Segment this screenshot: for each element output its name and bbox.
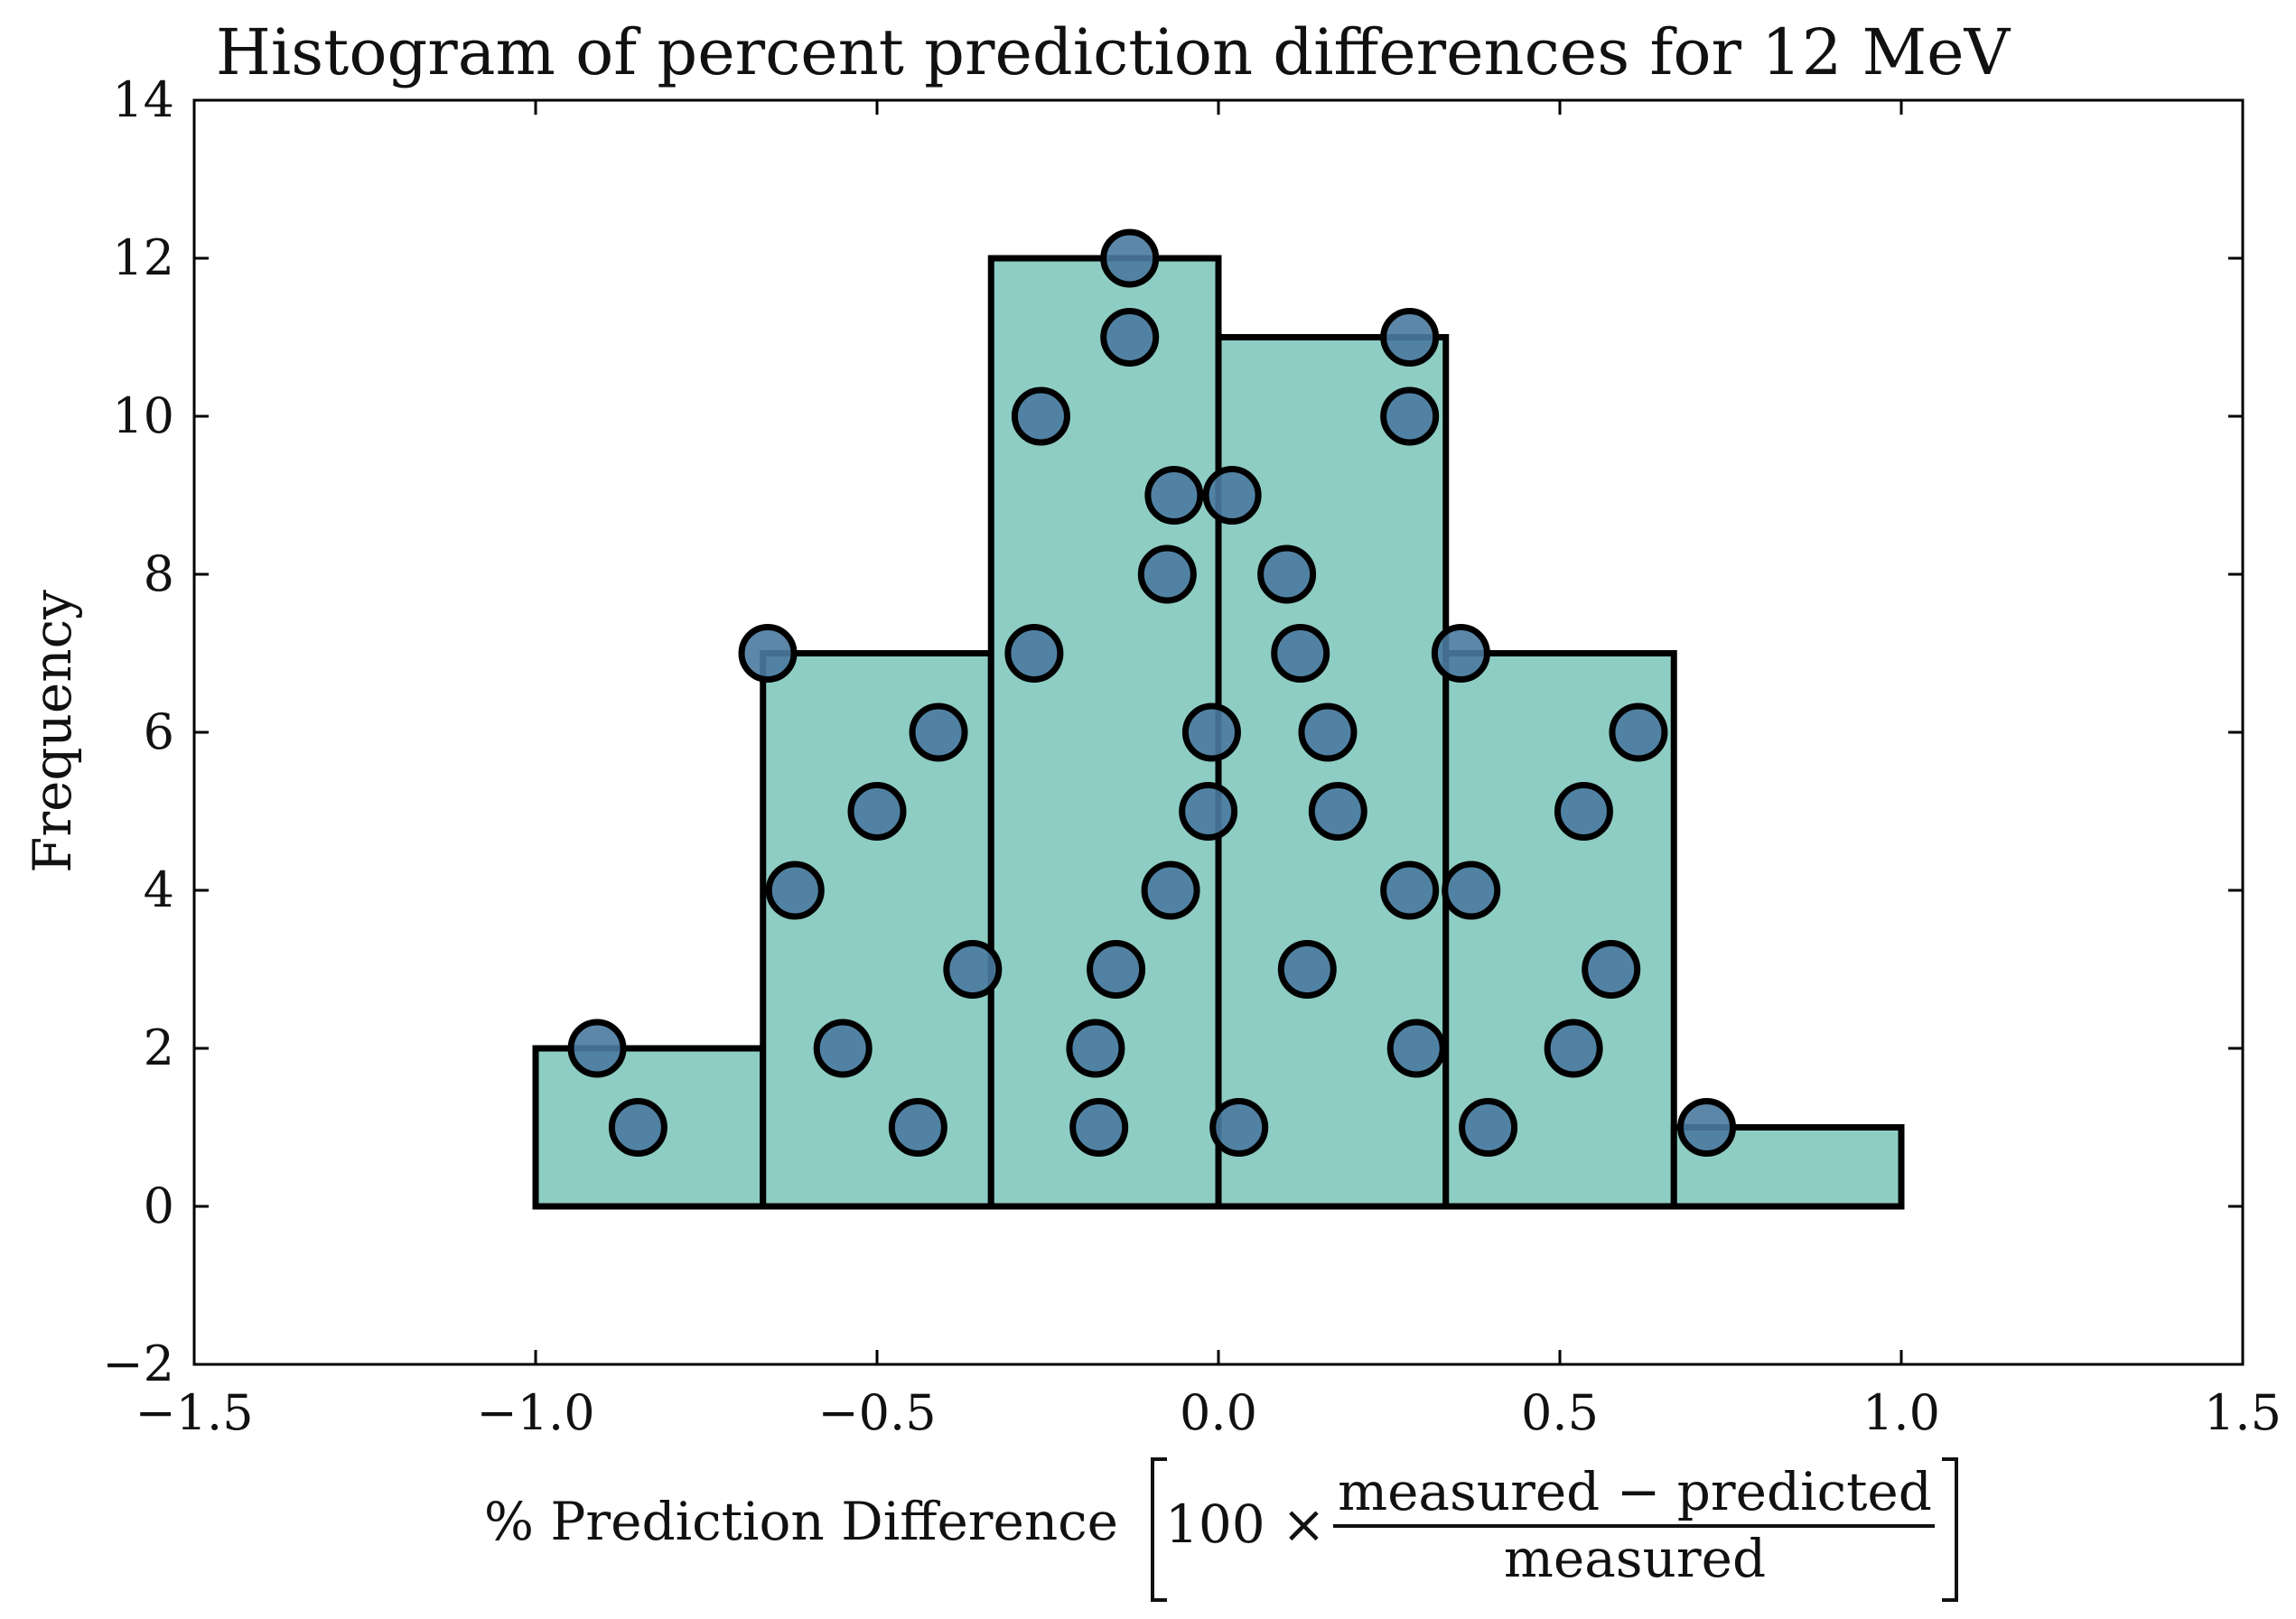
x-tick-label: 1.5: [2204, 1384, 2282, 1441]
y-tick-label: 8: [144, 545, 174, 602]
data-point: [1087, 940, 1146, 999]
y-tick-label: −2: [102, 1335, 174, 1392]
data-point: [1100, 228, 1160, 288]
x-axis-label-multiplier: 100 ×: [1165, 1493, 1326, 1555]
data-point: [1066, 1019, 1125, 1078]
data-point: [1298, 702, 1358, 762]
data-point: [909, 702, 968, 762]
x-tick-label: 0.5: [1521, 1384, 1599, 1441]
data-point: [608, 1098, 667, 1157]
data-point: [1609, 702, 1668, 762]
data-point: [1380, 308, 1440, 367]
y-axis-label: Frequency: [22, 590, 83, 873]
x-axis-label-prefix: % Prediction Difference: [484, 1491, 1118, 1552]
y-ticks: −2 0 2 4 6 8 10 12 14: [102, 71, 2243, 1392]
data-point: [1442, 861, 1501, 920]
data-point: [1380, 386, 1440, 446]
data-point: [1380, 861, 1440, 920]
data-point: [1100, 308, 1160, 367]
data-point: [1544, 1019, 1603, 1078]
data-point: [1271, 624, 1330, 683]
y-tick-label: 6: [144, 703, 174, 760]
left-bracket: [1151, 1457, 1167, 1602]
y-tick-label: 4: [144, 861, 174, 918]
x-tick-label: −0.5: [817, 1384, 936, 1441]
data-point: [1677, 1098, 1737, 1157]
data-point: [813, 1019, 873, 1078]
data-point: [1141, 861, 1200, 920]
data-point: [1431, 624, 1490, 683]
x-axis-label-numerator: measured − predicted: [1338, 1461, 1932, 1522]
data-point: [1209, 1098, 1269, 1157]
data-point: [1144, 466, 1204, 525]
x-tick-label: 0.0: [1180, 1384, 1257, 1441]
x-axis-label-denominator: measured: [1504, 1528, 1766, 1589]
data-point: [1308, 782, 1367, 841]
data-point: [567, 1019, 627, 1078]
data-point: [1582, 940, 1641, 999]
y-tick-label: 2: [144, 1019, 174, 1076]
y-tick-label: 12: [112, 229, 174, 286]
data-point: [1011, 386, 1070, 446]
data-point: [943, 940, 1003, 999]
data-point: [1554, 782, 1613, 841]
data-point: [1257, 544, 1317, 604]
data-point: [1004, 624, 1064, 683]
points-layer: [567, 228, 1737, 1157]
data-point: [1459, 1098, 1518, 1157]
right-bracket: [1942, 1457, 1958, 1602]
data-point: [1069, 1098, 1129, 1157]
y-tick-label: 14: [112, 71, 174, 128]
data-point: [1179, 782, 1238, 841]
data-point: [1181, 702, 1241, 762]
chart-title: Histogram of percent prediction differen…: [216, 15, 2011, 89]
x-ticks: −1.5 −1.0 −0.5 0.0 0.5 1.0 1.5: [135, 100, 2282, 1441]
x-tick-label: −1.0: [476, 1384, 594, 1441]
y-tick-label: 0: [144, 1177, 174, 1234]
x-tick-label: 1.0: [1862, 1384, 1940, 1441]
data-point: [765, 861, 825, 920]
data-point: [847, 782, 907, 841]
y-tick-label: 10: [112, 387, 174, 444]
data-point: [1137, 544, 1197, 604]
data-point: [888, 1098, 947, 1157]
data-point: [1277, 940, 1337, 999]
x-axis-label: % Prediction Difference 100 × measured −…: [484, 1457, 1958, 1602]
data-point: [1202, 466, 1262, 525]
data-point: [738, 624, 798, 683]
data-point: [1386, 1019, 1446, 1078]
x-tick-label: −1.5: [135, 1384, 253, 1441]
